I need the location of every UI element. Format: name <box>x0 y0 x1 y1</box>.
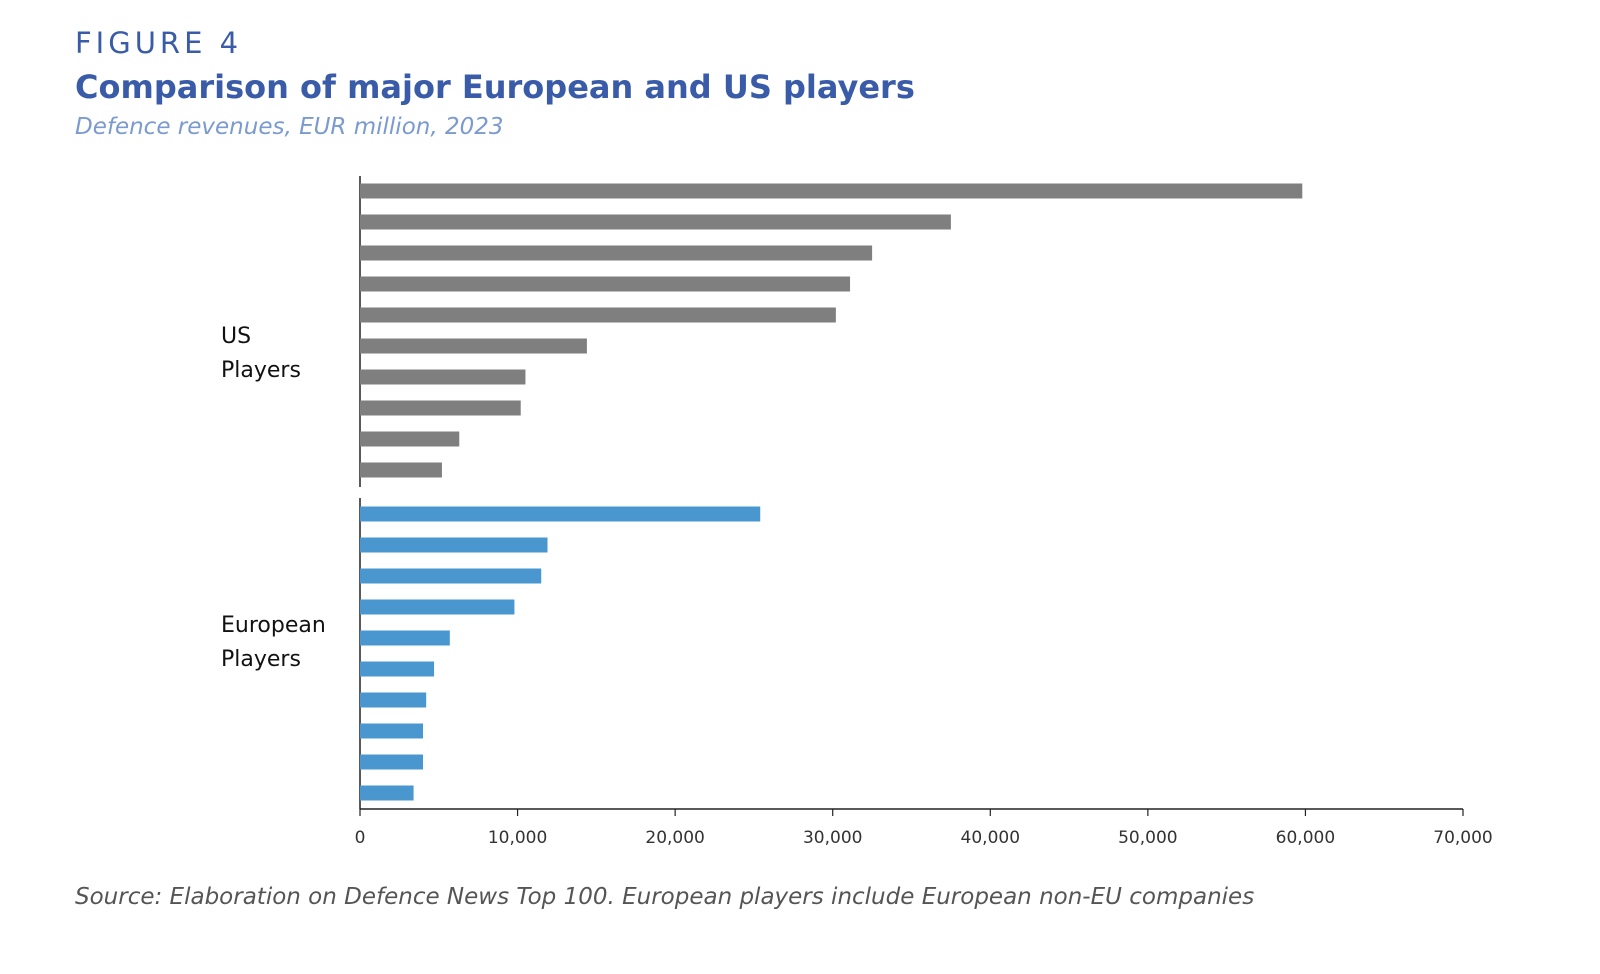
x-tick-label: 0 <box>355 828 366 848</box>
chart-subtitle: Defence revenues, EUR million, 2023 <box>75 114 504 140</box>
bar <box>360 630 450 646</box>
bar <box>360 785 414 801</box>
group-label-line: Players <box>221 358 301 383</box>
group-label-line: European <box>221 613 326 638</box>
bar <box>360 723 424 739</box>
x-tick-label: 40,000 <box>961 828 1020 848</box>
bar <box>360 338 587 354</box>
bar <box>360 369 526 385</box>
x-tick-label: 70,000 <box>1433 828 1492 848</box>
chart-title: Comparison of major European and US play… <box>75 68 915 106</box>
group-label-line: Players <box>221 647 301 672</box>
source-note: Source: Elaboration on Defence News Top … <box>75 884 1255 910</box>
x-tick-label: 20,000 <box>645 828 704 848</box>
bar <box>360 183 1303 199</box>
x-tick-label: 30,000 <box>803 828 862 848</box>
bar <box>360 462 442 478</box>
x-tick-label: 60,000 <box>1276 828 1335 848</box>
bar <box>360 431 460 447</box>
bar <box>360 307 836 323</box>
x-tick-label: 50,000 <box>1118 828 1177 848</box>
bar <box>360 276 851 292</box>
bar <box>360 537 548 553</box>
group-label: European Players <box>221 613 326 672</box>
bar <box>360 661 435 677</box>
x-tick-label: 10,000 <box>488 828 547 848</box>
bar <box>360 400 521 416</box>
group-label-line: US <box>221 324 251 349</box>
bar <box>360 506 761 522</box>
figure-label: FIGURE 4 <box>75 26 243 60</box>
group-label: US Players <box>221 324 301 383</box>
bar <box>360 599 515 615</box>
bar <box>360 692 427 708</box>
bar <box>360 568 542 584</box>
bar <box>360 214 951 230</box>
bar <box>360 245 873 261</box>
bar <box>360 754 424 770</box>
